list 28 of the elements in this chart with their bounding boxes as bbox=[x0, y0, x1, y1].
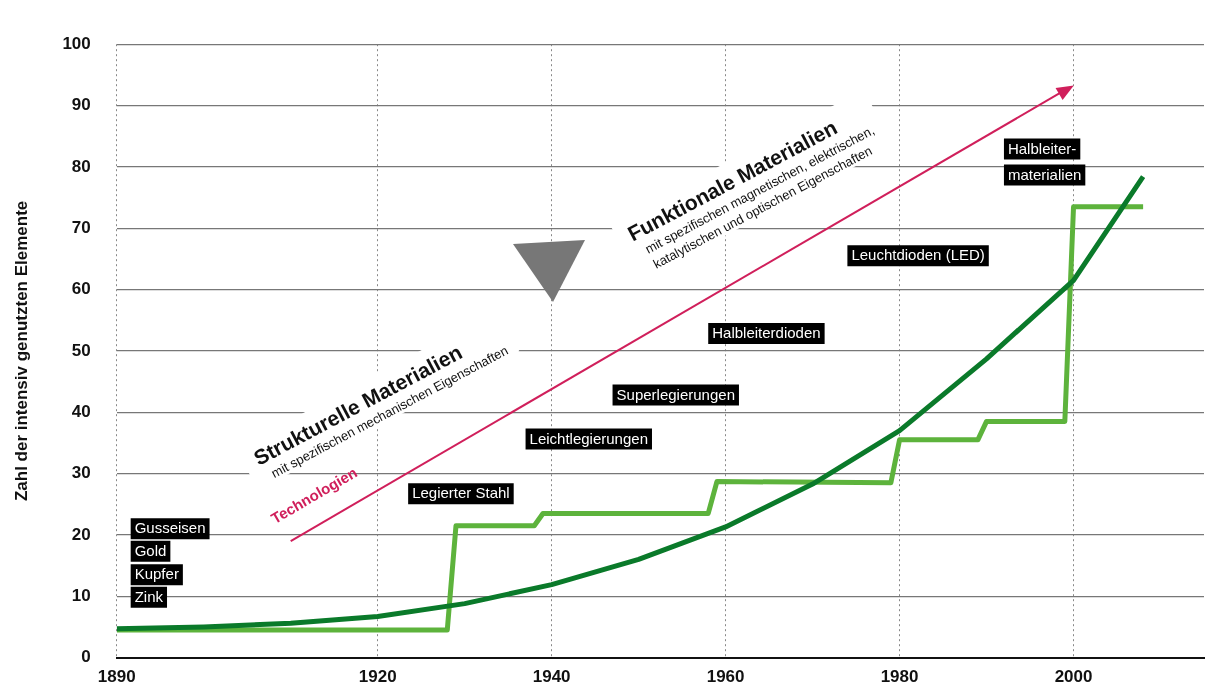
y-tick-label: 20 bbox=[71, 524, 91, 544]
annotation: Gusseisen bbox=[134, 519, 206, 537]
y-tick-label: 30 bbox=[71, 463, 91, 483]
y-tick-label: 80 bbox=[71, 156, 91, 176]
y-tick-label: 0 bbox=[81, 647, 91, 667]
y-tick-label: 70 bbox=[71, 217, 91, 237]
annotation: Superlegierungen bbox=[616, 385, 735, 403]
annotation: Gold bbox=[134, 542, 167, 560]
annotation: Halbleiterdioden bbox=[712, 324, 821, 342]
y-tick-label: 100 bbox=[62, 33, 91, 53]
annotation: Leichtlegierungen bbox=[529, 429, 648, 447]
y-axis-title: Zahl der intensiv genutzten Elemente bbox=[11, 200, 31, 502]
annotation: Legierter Stahl bbox=[412, 484, 510, 502]
y-tick-label: 90 bbox=[71, 95, 91, 115]
annotation: Leuchtdioden (LED) bbox=[851, 246, 985, 264]
y-tick-label: 50 bbox=[71, 340, 91, 360]
y-tick-label: 60 bbox=[71, 279, 91, 299]
annotation: Kupfer bbox=[134, 565, 179, 583]
annotation: Zink bbox=[134, 588, 164, 606]
x-tick-label: 1940 bbox=[532, 667, 571, 687]
annotation: Halbleiter- materialien bbox=[1007, 139, 1082, 183]
y-tick-label: 10 bbox=[71, 585, 91, 605]
x-tick-label: 1890 bbox=[97, 667, 136, 687]
x-tick-label: 1980 bbox=[880, 667, 919, 687]
x-tick-label: 1960 bbox=[706, 667, 745, 687]
y-tick-label: 40 bbox=[71, 401, 91, 421]
x-tick-label: 1920 bbox=[358, 667, 397, 687]
x-tick-label: 2000 bbox=[1054, 667, 1093, 687]
